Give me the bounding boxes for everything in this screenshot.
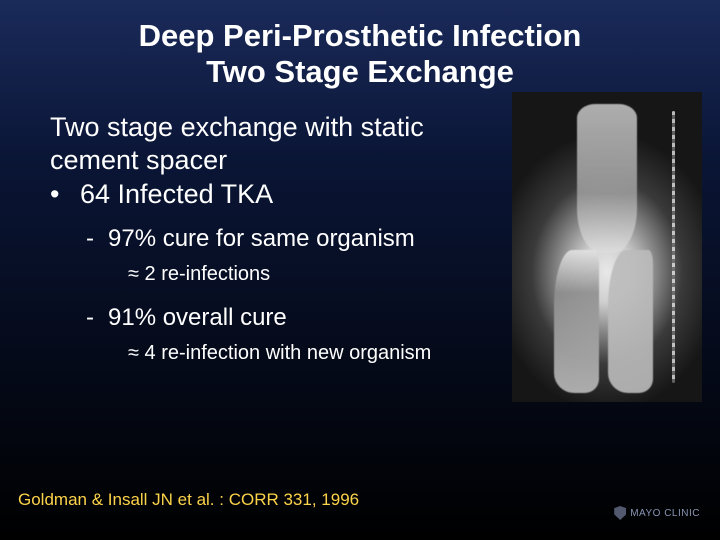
xray-rod — [672, 111, 675, 384]
title-line-2: Two Stage Exchange — [0, 54, 720, 90]
dash-icon: - — [86, 220, 108, 257]
sub1-detail-text: ≈ 2 re-infections — [128, 263, 270, 285]
logo-text: MAYO CLINIC — [630, 508, 700, 519]
bullet-dot-icon: • — [50, 178, 80, 212]
intro-line-2: cement spacer — [50, 145, 227, 175]
xray-image — [512, 92, 702, 402]
intro-text: Two stage exchange with static cement sp… — [50, 111, 470, 176]
sub1-text: 97% cure for same organism — [108, 225, 415, 252]
title-line-1: Deep Peri-Prosthetic Infection — [0, 18, 720, 54]
sub2-text: 91% overall cure — [108, 304, 287, 331]
shield-icon — [614, 506, 626, 520]
bullet1-text: 64 Infected TKA — [80, 179, 273, 209]
intro-line-1: Two stage exchange with static — [50, 112, 424, 142]
slide-title: Deep Peri-Prosthetic Infection Two Stage… — [0, 0, 720, 89]
citation-text: Goldman & Insall JN et al. : CORR 331, 1… — [18, 490, 359, 510]
footer-logo: MAYO CLINIC — [614, 506, 700, 520]
sub2-detail-text: ≈ 4 re-infection with new organism — [128, 342, 431, 364]
dash-icon: - — [86, 299, 108, 336]
